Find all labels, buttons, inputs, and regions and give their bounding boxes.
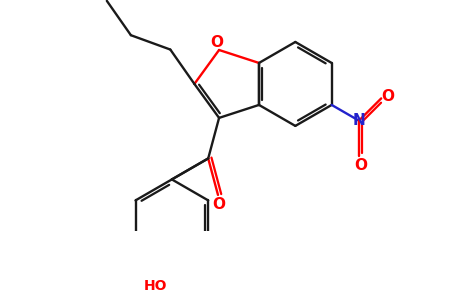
Text: N: N (353, 113, 365, 128)
Text: O: O (210, 35, 223, 50)
Text: O: O (381, 89, 394, 104)
Text: HO: HO (144, 279, 168, 292)
Text: O: O (355, 158, 367, 173)
Text: O: O (212, 197, 225, 212)
